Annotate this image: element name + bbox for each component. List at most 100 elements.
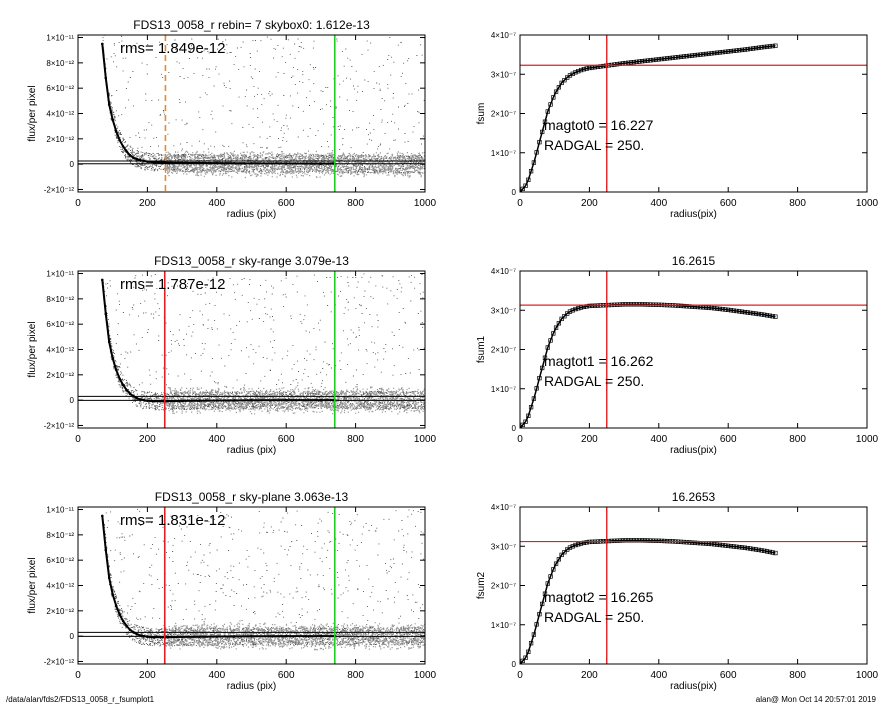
profile-point — [118, 138, 121, 142]
fsum-point — [612, 538, 617, 543]
fsum-point — [534, 150, 539, 155]
profile-point — [139, 398, 142, 401]
y-axis-label: fsum1 — [476, 335, 487, 363]
fsum-point — [623, 538, 628, 543]
x-tick-label: 600 — [278, 670, 295, 681]
fsum-point — [759, 548, 764, 553]
fsum-point — [534, 386, 539, 391]
fsum-point — [542, 119, 548, 124]
fsum-point — [723, 49, 728, 54]
profile-point — [100, 514, 104, 518]
y-tick-label: 2×10⁻⁷ — [491, 582, 516, 591]
fsum-point — [739, 309, 745, 314]
profile-line — [101, 43, 335, 165]
fsum-point — [712, 306, 717, 311]
fsum-point — [631, 60, 636, 65]
fsum-point — [559, 316, 564, 322]
fsum-point — [742, 545, 748, 550]
x-tick-label: 0 — [75, 434, 81, 445]
x-tick-label: 200 — [139, 670, 156, 681]
fsum-point — [540, 365, 545, 371]
fsum-point — [698, 52, 703, 57]
fsum-point — [764, 549, 770, 554]
fsum-point — [562, 78, 567, 83]
x-tick-label: 800 — [789, 198, 806, 209]
y-tick-label: 2×10⁻⁷ — [491, 110, 516, 119]
fsum-point — [770, 550, 775, 555]
fsum-point — [689, 540, 695, 545]
fsum-point — [767, 549, 772, 555]
rms-annotation: rms= 1.849e-12 — [120, 40, 225, 57]
fsum-point — [567, 309, 573, 314]
fsum-point — [753, 547, 759, 552]
plot-frame — [519, 34, 868, 193]
fsum-point — [639, 302, 645, 307]
fsum-point — [634, 538, 639, 543]
y-tick-label: 2×10⁻¹² — [46, 135, 74, 144]
fsum-point — [542, 591, 548, 596]
y-tick-label: 2×10⁻⁷ — [491, 346, 516, 355]
fsum-point — [631, 538, 636, 543]
y-tick-label: 3×10⁻⁷ — [491, 70, 516, 79]
fsum-point — [520, 186, 525, 192]
x-tick-label: 1000 — [414, 670, 437, 681]
fsum-point — [628, 538, 634, 543]
x-tick-label: 0 — [517, 434, 523, 445]
fsum-point — [709, 541, 714, 547]
profile-point — [215, 161, 219, 165]
y-tick-label: 6×10⁻¹² — [46, 84, 74, 93]
y-tick-label: 1×10⁻¹¹ — [46, 270, 74, 279]
fsum-point — [726, 307, 731, 313]
fsum-point — [523, 183, 528, 188]
profile-point — [153, 399, 156, 403]
fsum-point — [762, 312, 767, 317]
fsum-point — [548, 102, 553, 107]
fsum-point — [712, 50, 717, 56]
profile-point — [198, 161, 201, 165]
fsum-point — [609, 538, 614, 544]
fsum-point — [637, 538, 642, 543]
fsum-point — [581, 67, 586, 72]
x-tick-label: 600 — [278, 434, 295, 445]
y-tick-label: 4×10⁻⁷ — [491, 31, 516, 40]
fsum-point — [645, 302, 650, 307]
fsum-point — [634, 302, 639, 307]
x-tick-label: 400 — [650, 670, 667, 681]
fsum-point — [615, 62, 620, 67]
fsum-point — [548, 338, 553, 343]
profile-point — [118, 613, 121, 616]
fsum-point — [767, 44, 772, 49]
y-tick-label: -2×10⁻¹² — [44, 421, 75, 430]
fsum-point — [767, 313, 772, 318]
fsum-point — [523, 419, 528, 424]
profile-point — [142, 398, 146, 402]
fsum-point — [703, 51, 709, 57]
fsum-point — [706, 305, 711, 310]
fsum-point — [731, 48, 736, 54]
fsum-point — [626, 60, 631, 65]
fsum-point — [762, 44, 767, 50]
fsum-point — [759, 312, 764, 317]
fsum-point — [742, 47, 748, 52]
magtot-annotation: magtot1 = 16.262 — [544, 353, 654, 369]
fsum-point — [620, 302, 625, 307]
rms-annotation: rms= 1.787e-12 — [120, 276, 225, 293]
profile-point — [100, 42, 104, 46]
x-axis-label: radius (pix) — [227, 681, 276, 692]
y-tick-label: 6×10⁻¹² — [46, 556, 74, 565]
x-tick-label: 200 — [139, 434, 156, 445]
fsum-point — [587, 65, 592, 71]
profile-point — [111, 593, 114, 596]
fsum-point — [534, 622, 539, 627]
fsum-point — [659, 56, 664, 62]
x-tick-label: 0 — [517, 198, 523, 209]
fsum-point — [623, 302, 628, 307]
fsum-point — [628, 302, 634, 307]
fsum-point — [684, 54, 689, 59]
profile-point — [132, 395, 135, 398]
profile-point — [121, 145, 125, 148]
profile-point — [153, 635, 156, 639]
fsum-point — [648, 58, 653, 63]
profile-point — [128, 392, 132, 396]
x-tick-label: 1000 — [856, 434, 879, 445]
